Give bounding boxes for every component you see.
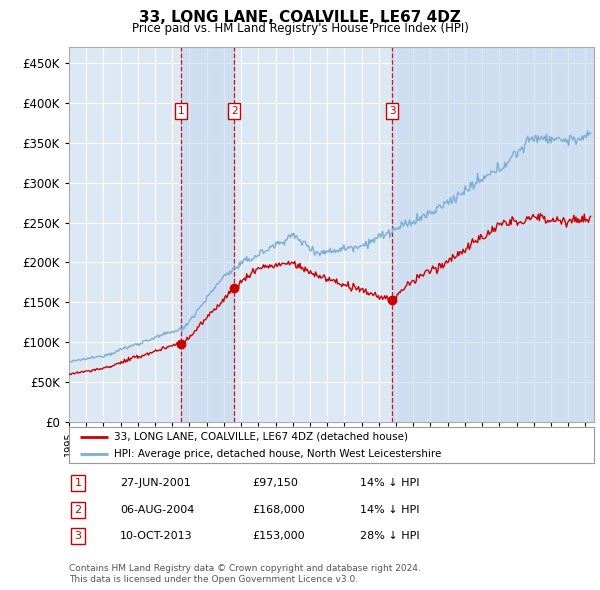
Text: 1: 1 [178,106,184,116]
Text: 10-OCT-2013: 10-OCT-2013 [120,532,193,541]
Text: 33, LONG LANE, COALVILLE, LE67 4DZ (detached house): 33, LONG LANE, COALVILLE, LE67 4DZ (deta… [113,432,407,442]
Bar [181,47,234,422]
Text: Contains HM Land Registry data © Crown copyright and database right 2024.: Contains HM Land Registry data © Crown c… [69,565,421,573]
Text: £97,150: £97,150 [252,478,298,488]
Text: This data is licensed under the Open Government Licence v3.0.: This data is licensed under the Open Gov… [69,575,358,584]
Text: 2: 2 [74,505,82,514]
Text: 33, LONG LANE, COALVILLE, LE67 4DZ: 33, LONG LANE, COALVILLE, LE67 4DZ [139,10,461,25]
Text: 2: 2 [231,106,238,116]
Text: 06-AUG-2004: 06-AUG-2004 [120,505,194,514]
Text: 3: 3 [389,106,395,116]
Bar [392,47,594,422]
Text: 28% ↓ HPI: 28% ↓ HPI [360,532,419,541]
Text: 14% ↓ HPI: 14% ↓ HPI [360,478,419,488]
Text: £168,000: £168,000 [252,505,305,514]
Text: 3: 3 [74,532,82,541]
Text: £153,000: £153,000 [252,532,305,541]
Text: HPI: Average price, detached house, North West Leicestershire: HPI: Average price, detached house, Nort… [113,448,441,458]
Text: 14% ↓ HPI: 14% ↓ HPI [360,505,419,514]
Text: 27-JUN-2001: 27-JUN-2001 [120,478,191,488]
Text: Price paid vs. HM Land Registry's House Price Index (HPI): Price paid vs. HM Land Registry's House … [131,22,469,35]
Text: 1: 1 [74,478,82,488]
